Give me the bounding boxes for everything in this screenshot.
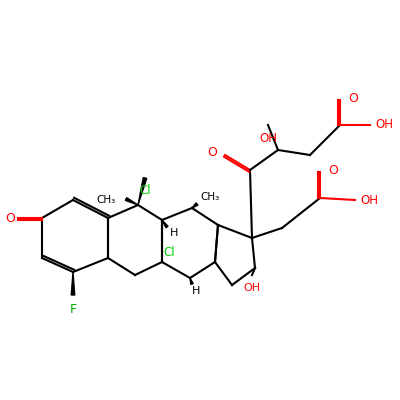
Text: Cl: Cl — [139, 184, 151, 197]
Text: OH: OH — [375, 118, 393, 132]
Text: OH: OH — [259, 132, 277, 145]
Polygon shape — [138, 178, 147, 205]
Text: CH₃: CH₃ — [97, 195, 116, 205]
Text: F: F — [70, 303, 76, 316]
Polygon shape — [192, 203, 198, 208]
Text: O: O — [328, 164, 338, 176]
Text: O: O — [207, 146, 217, 160]
Text: H: H — [170, 228, 178, 238]
Polygon shape — [162, 220, 168, 228]
Text: H: H — [192, 286, 200, 296]
Polygon shape — [190, 278, 193, 284]
Text: O: O — [5, 212, 15, 224]
Text: OH: OH — [244, 283, 260, 293]
Text: OH: OH — [360, 194, 378, 206]
Polygon shape — [71, 272, 75, 295]
Text: Cl: Cl — [163, 246, 175, 258]
Text: CH₃: CH₃ — [200, 192, 219, 202]
Polygon shape — [125, 198, 138, 205]
Text: O: O — [348, 92, 358, 104]
